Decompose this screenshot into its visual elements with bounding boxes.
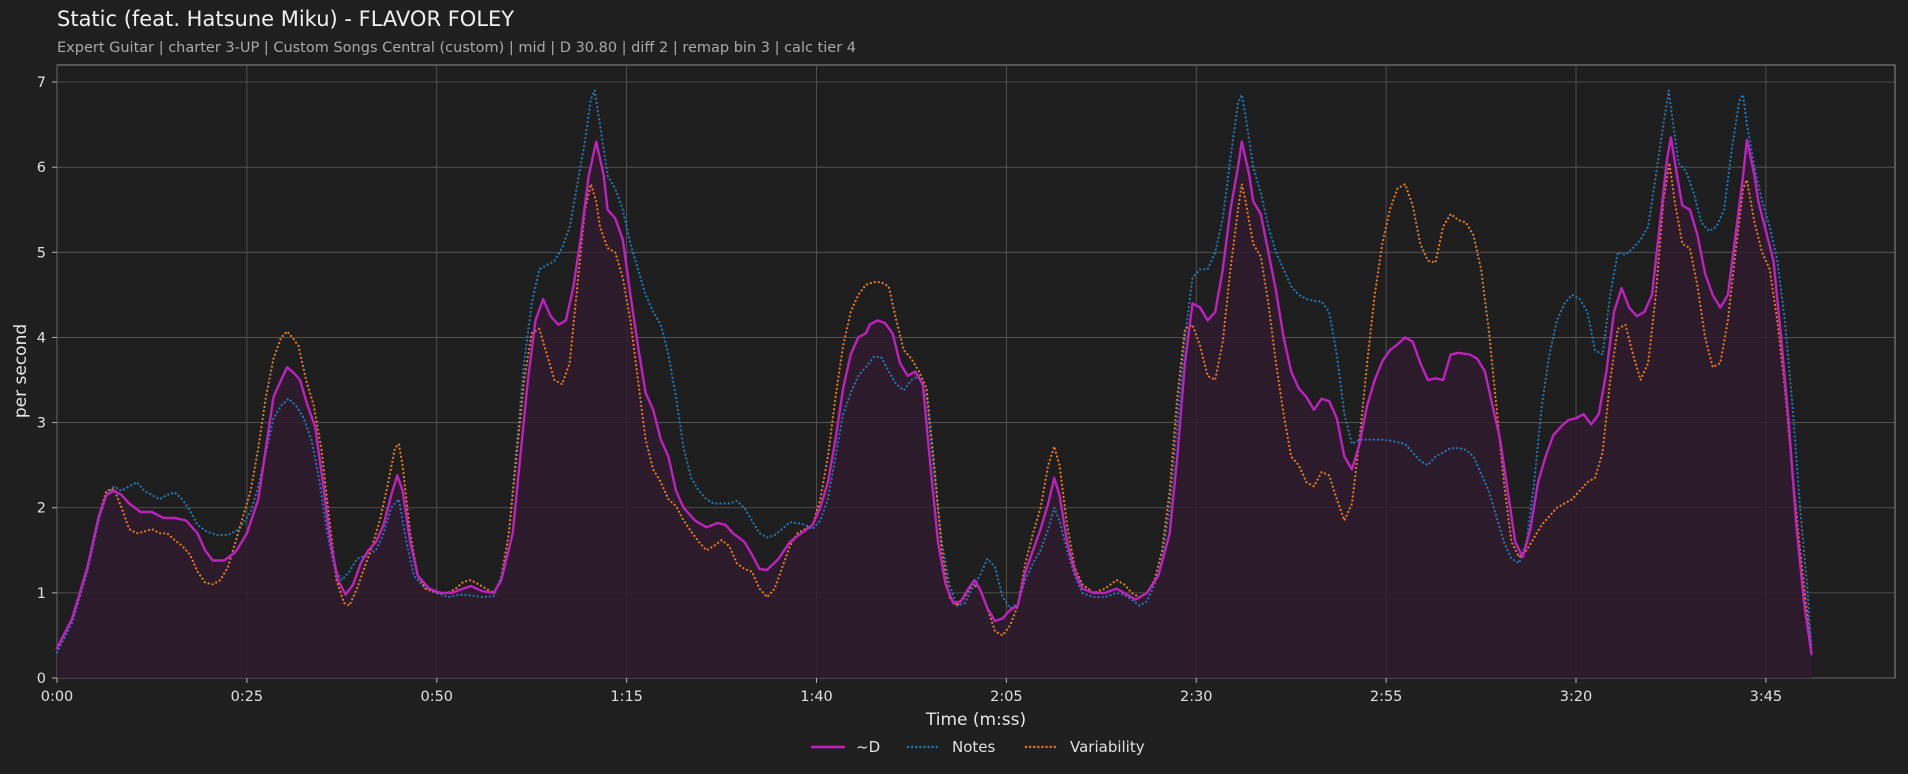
y-tick-label: 5 (37, 245, 46, 261)
y-tick-label: 6 (37, 160, 46, 176)
x-tick-label: 0:50 (420, 689, 453, 705)
y-tick-label: 7 (37, 75, 46, 91)
y-tick-label: 0 (37, 671, 46, 687)
x-axis-ticks: 0:00 0:25 0:50 1:15 1:40 2:05 2:30 2:55 3:20 3:45 (41, 678, 1782, 705)
legend-label: ~D (856, 738, 880, 756)
x-tick-label: 1:40 (800, 689, 833, 705)
x-tick-label: 3:20 (1560, 689, 1593, 705)
y-axis-ticks: 0 1 2 3 4 5 6 7 (37, 75, 57, 687)
x-tick-label: 1:15 (610, 689, 643, 705)
y-tick-label: 3 (37, 416, 46, 432)
x-axis-label: Time (m:ss) (925, 710, 1026, 730)
y-tick-label: 1 (37, 586, 46, 602)
x-tick-label: 0:25 (231, 689, 264, 705)
y-axis-label: per second (11, 324, 31, 418)
x-tick-label: 2:30 (1180, 689, 1213, 705)
x-tick-label: 0:00 (41, 689, 74, 705)
legend-label: Notes (952, 738, 996, 756)
x-tick-label: 2:05 (990, 689, 1023, 705)
legend: ~D Notes Variability (812, 738, 1145, 756)
y-tick-label: 4 (37, 330, 46, 346)
legend-label: Variability (1070, 738, 1145, 756)
y-tick-label: 2 (37, 501, 46, 517)
x-tick-label: 3:45 (1750, 689, 1783, 705)
x-tick-label: 2:55 (1370, 689, 1403, 705)
